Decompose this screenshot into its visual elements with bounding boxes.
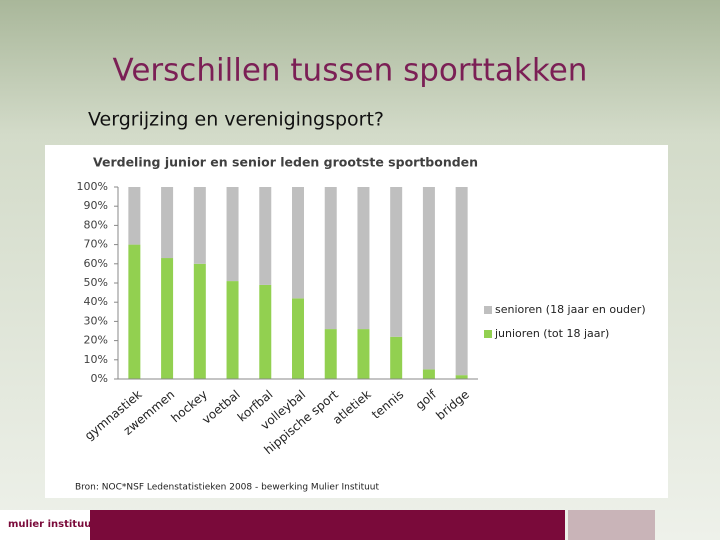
bar	[161, 187, 174, 259]
bar	[422, 187, 435, 370]
legend-swatch	[484, 330, 492, 338]
y-tick-label: 30%	[84, 314, 108, 327]
bar	[128, 187, 141, 245]
footer-image	[568, 510, 655, 540]
bar	[390, 187, 403, 337]
legend-swatch	[484, 306, 492, 314]
logo-area	[0, 510, 90, 540]
bar	[226, 187, 239, 282]
bar	[161, 258, 174, 379]
bar	[357, 329, 370, 379]
slide-title: Verschillen tussen sporttakken	[113, 53, 588, 89]
bar	[324, 329, 337, 379]
y-tick-label: 20%	[84, 334, 108, 347]
bar	[259, 284, 272, 379]
bar	[390, 336, 403, 379]
chart-panel	[45, 145, 668, 498]
bar	[226, 281, 239, 379]
y-tick-label: 100%	[77, 180, 108, 193]
bar	[259, 187, 272, 285]
bar	[357, 187, 370, 330]
bar	[324, 187, 337, 330]
bar	[193, 187, 206, 264]
bar	[128, 244, 141, 379]
legend-label: junioren (tot 18 jaar)	[494, 327, 609, 340]
slide-subtitle: Vergrijzing en verenigingsport?	[88, 109, 384, 131]
y-tick-label: 10%	[84, 353, 108, 366]
bar	[292, 187, 304, 299]
y-tick-label: 50%	[84, 276, 108, 289]
bar	[292, 298, 304, 379]
y-tick-label: 80%	[84, 218, 108, 231]
logo: mulier instituut	[8, 519, 96, 530]
footer-bar	[90, 510, 565, 540]
legend-label: senioren (18 jaar en ouder)	[495, 303, 646, 316]
y-tick-label: 40%	[84, 295, 108, 308]
bar	[455, 187, 468, 376]
bar	[455, 375, 468, 379]
y-tick-label: 0%	[91, 372, 108, 385]
y-tick-label: 60%	[84, 257, 108, 270]
y-tick-label: 90%	[84, 199, 108, 212]
bar	[193, 263, 206, 379]
chart-source: Bron: NOC*NSF Ledenstatistieken 2008 - b…	[75, 483, 380, 493]
y-tick-label: 70%	[84, 238, 108, 251]
chart-title: Verdeling junior en senior leden grootst…	[93, 155, 478, 170]
bar	[422, 369, 435, 379]
